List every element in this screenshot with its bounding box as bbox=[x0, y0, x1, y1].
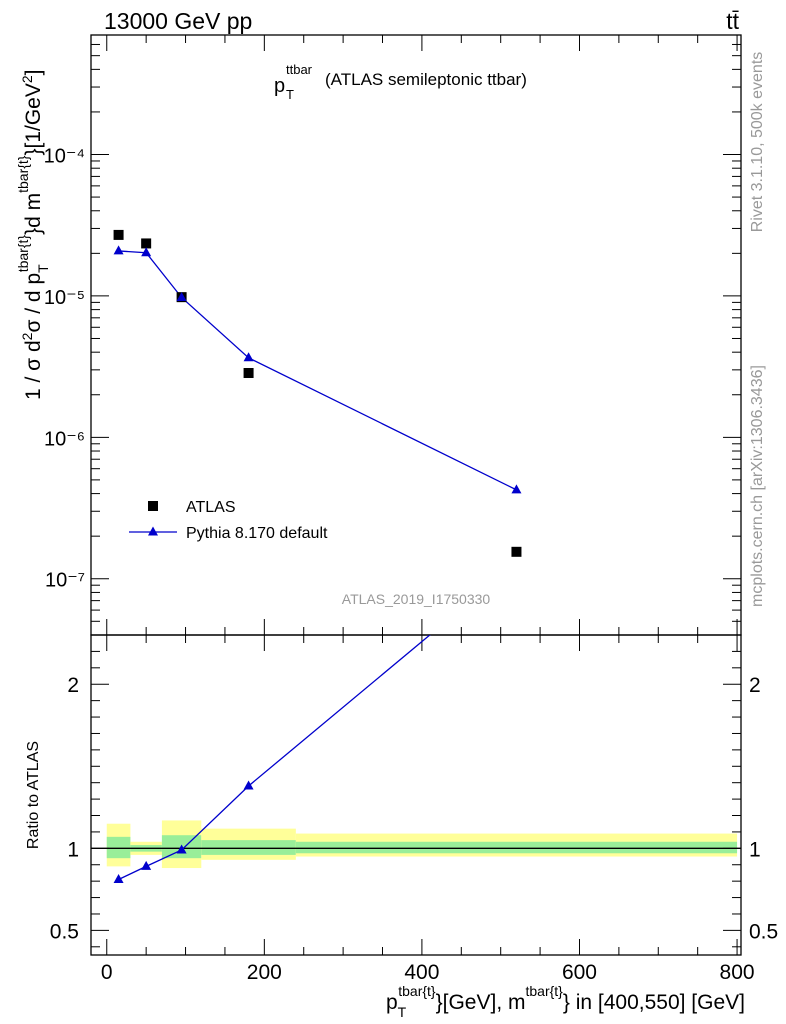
ratio-plot-panel: 0.5 0.5 1 1 2 2 0 200 400 600 800 Ratio to ATLAS bbox=[25, 557, 778, 984]
main-y-tick-label: 10⁻⁵ bbox=[44, 287, 85, 309]
atlas-point bbox=[113, 229, 124, 240]
main-y-tick-label: 10⁻⁷ bbox=[45, 570, 85, 592]
ratio-y-tick-label: 0.5 bbox=[50, 920, 79, 943]
plot-title-subscript: T bbox=[286, 87, 294, 102]
ratio-y-tick-label-right: 0.5 bbox=[749, 920, 778, 943]
main-plot-panel: 10⁻⁷ 10⁻⁶ 10⁻⁵ 10⁻⁴ p ttbar T (ATLAS semile… bbox=[15, 34, 742, 636]
ratio-pythia-point bbox=[141, 860, 152, 870]
legend-label-atlas: ATLAS bbox=[186, 499, 236, 516]
main-plot-frame bbox=[90, 34, 742, 636]
x-tick-label: 200 bbox=[247, 961, 282, 984]
pythia-point bbox=[141, 247, 152, 257]
uncertainty-band-inner bbox=[106, 836, 131, 859]
uncertainty-band-inner bbox=[201, 840, 296, 855]
ratio-y-tick-label-right: 2 bbox=[749, 674, 761, 697]
header-right-label: tt̄ bbox=[726, 8, 739, 34]
atlas-point bbox=[243, 368, 254, 379]
ratio-y-tick-label-right: 1 bbox=[749, 838, 761, 861]
legend-marker-pythia bbox=[148, 526, 158, 536]
ratio-y-tick-label: 1 bbox=[67, 838, 79, 861]
ratio-y-tick-label: 2 bbox=[67, 674, 79, 697]
legend: ATLAS Pythia 8.170 default bbox=[129, 499, 328, 542]
x-tick-label: 400 bbox=[404, 961, 439, 984]
pythia-point bbox=[243, 352, 254, 362]
x-tick-label: 800 bbox=[720, 961, 755, 984]
main-y-axis-label: 1 / σ d2σ / d pTtbar{t}}d mtbar{t}}[1/Ge… bbox=[15, 69, 51, 400]
x-tick-label: 600 bbox=[562, 961, 597, 984]
ratio-pythia-point bbox=[243, 780, 254, 790]
source-label: mcplots.cern.ch [arXiv:1306.3436] bbox=[749, 365, 766, 607]
main-y-tick-label: 10⁻⁶ bbox=[44, 428, 85, 450]
ratio-pythia-point bbox=[113, 874, 124, 884]
ratio-y-axis-label: Ratio to ATLAS bbox=[25, 741, 42, 849]
plot-title: p bbox=[274, 75, 285, 97]
atlas-point bbox=[511, 546, 522, 557]
plot-title-superscript: ttbar bbox=[286, 62, 313, 77]
pythia-point bbox=[511, 484, 522, 494]
legend-marker-atlas bbox=[148, 501, 158, 511]
plot-title-rest: (ATLAS semileptonic ttbar) bbox=[325, 70, 527, 89]
x-tick-label: 0 bbox=[101, 961, 113, 984]
plot-title-main: p bbox=[274, 75, 285, 97]
header-left-label: 13000 GeV pp bbox=[104, 8, 252, 34]
legend-label-pythia: Pythia 8.170 default bbox=[186, 525, 328, 542]
ratio-pythia-point bbox=[176, 844, 187, 854]
pythia-line bbox=[118, 250, 517, 491]
ratio-plot-frame bbox=[90, 634, 742, 956]
atlas-point bbox=[141, 238, 152, 249]
rivet-version-label: Rivet 3.1.10, 500k events bbox=[749, 52, 766, 233]
pythia-point bbox=[176, 291, 187, 301]
analysis-label: ATLAS_2019_I1750330 bbox=[342, 591, 491, 607]
main-y-tick-label: 10⁻⁴ bbox=[44, 146, 85, 168]
ratio-pythia-point bbox=[511, 557, 521, 566]
pythia-point bbox=[113, 245, 124, 255]
uncertainty-band-inner bbox=[295, 841, 738, 854]
x-axis-label: pTtbar{t}}[GeV], mtbar{t}} in [400,550] … bbox=[386, 983, 745, 1020]
